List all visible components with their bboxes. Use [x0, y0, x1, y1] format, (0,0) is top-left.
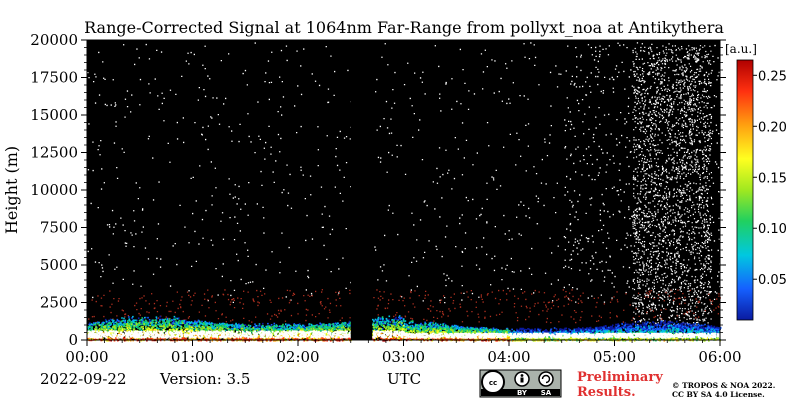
sparse-signal-points	[88, 289, 722, 324]
y-tick-label-8: 20000	[30, 31, 78, 49]
x-tick-label-6: 06:00	[698, 348, 741, 366]
chart-title: Range-Corrected Signal at 1064nm Far-Ran…	[84, 18, 724, 37]
footer-version: Version: 3.5	[159, 370, 250, 388]
y-tick-label-1: 2500	[40, 294, 78, 312]
x-tick-label-5: 05:00	[593, 348, 636, 366]
colorbar-tick-label-0: 0.05	[758, 273, 787, 288]
y-tick-label-5: 12500	[30, 144, 78, 162]
x-tick-label-2: 02:00	[276, 348, 319, 366]
license-line-2: CC BY SA 4.0 License.	[672, 390, 765, 399]
cc-badge-sa: SA	[541, 389, 552, 397]
y-tick-label-0: 0	[68, 331, 78, 349]
y-tick-label-3: 7500	[40, 219, 78, 237]
y-axis-label: Height (m)	[2, 146, 21, 234]
signal-noise-layer	[87, 42, 722, 327]
cc-badge-cc: cc	[489, 379, 497, 387]
colorbar-tick-label-4: 0.25	[758, 69, 787, 84]
footer-axis-unit: UTC	[387, 370, 421, 388]
boundary-layer-signal-6	[88, 329, 691, 342]
colorbar-unit: [a.u.]	[725, 42, 757, 56]
y-tick-label-7: 17500	[30, 69, 78, 87]
preliminary-line-2: Results.	[577, 385, 636, 400]
colorbar-tick-label-3: 0.20	[758, 120, 787, 135]
cc-badge-by: BY	[517, 389, 528, 397]
colorbar	[736, 59, 754, 321]
y-tick-label-4: 10000	[30, 181, 78, 199]
footer-date: 2022-09-22	[40, 370, 126, 388]
y-axis: 0 2500 5000 7500 10000 12500 15000 17500 20000	[30, 31, 726, 349]
license-line-1: © TROPOS & NOA 2022.	[672, 381, 775, 390]
cc-by-sa-badge-icon: cc BY SA	[479, 369, 562, 398]
colorbar-tick-label-2: 0.15	[758, 171, 787, 186]
x-tick-label-0: 00:00	[65, 348, 108, 366]
near-ground-saturated-signal	[87, 330, 722, 339]
signal-layer	[87, 40, 722, 342]
plot-background	[87, 40, 720, 340]
x-tick-label-4: 04:00	[487, 348, 530, 366]
boundary-layer-signal-8	[98, 338, 509, 342]
colorbar-tick-label-1: 0.10	[758, 222, 787, 237]
preliminary-line-1: Preliminary	[577, 370, 663, 385]
x-axis: 00:00 01:00 02:00 03:00 04:00 05:00 06:00	[65, 340, 742, 366]
x-tick-label-3: 03:00	[382, 348, 425, 366]
x-tick-label-1: 01:00	[171, 348, 214, 366]
colorbar-ticks: 0.05 0.10 0.15 0.20 0.25	[753, 69, 787, 288]
y-tick-label-6: 15000	[30, 106, 78, 124]
y-tick-label-2: 5000	[40, 256, 78, 274]
data-gap	[350, 40, 372, 340]
